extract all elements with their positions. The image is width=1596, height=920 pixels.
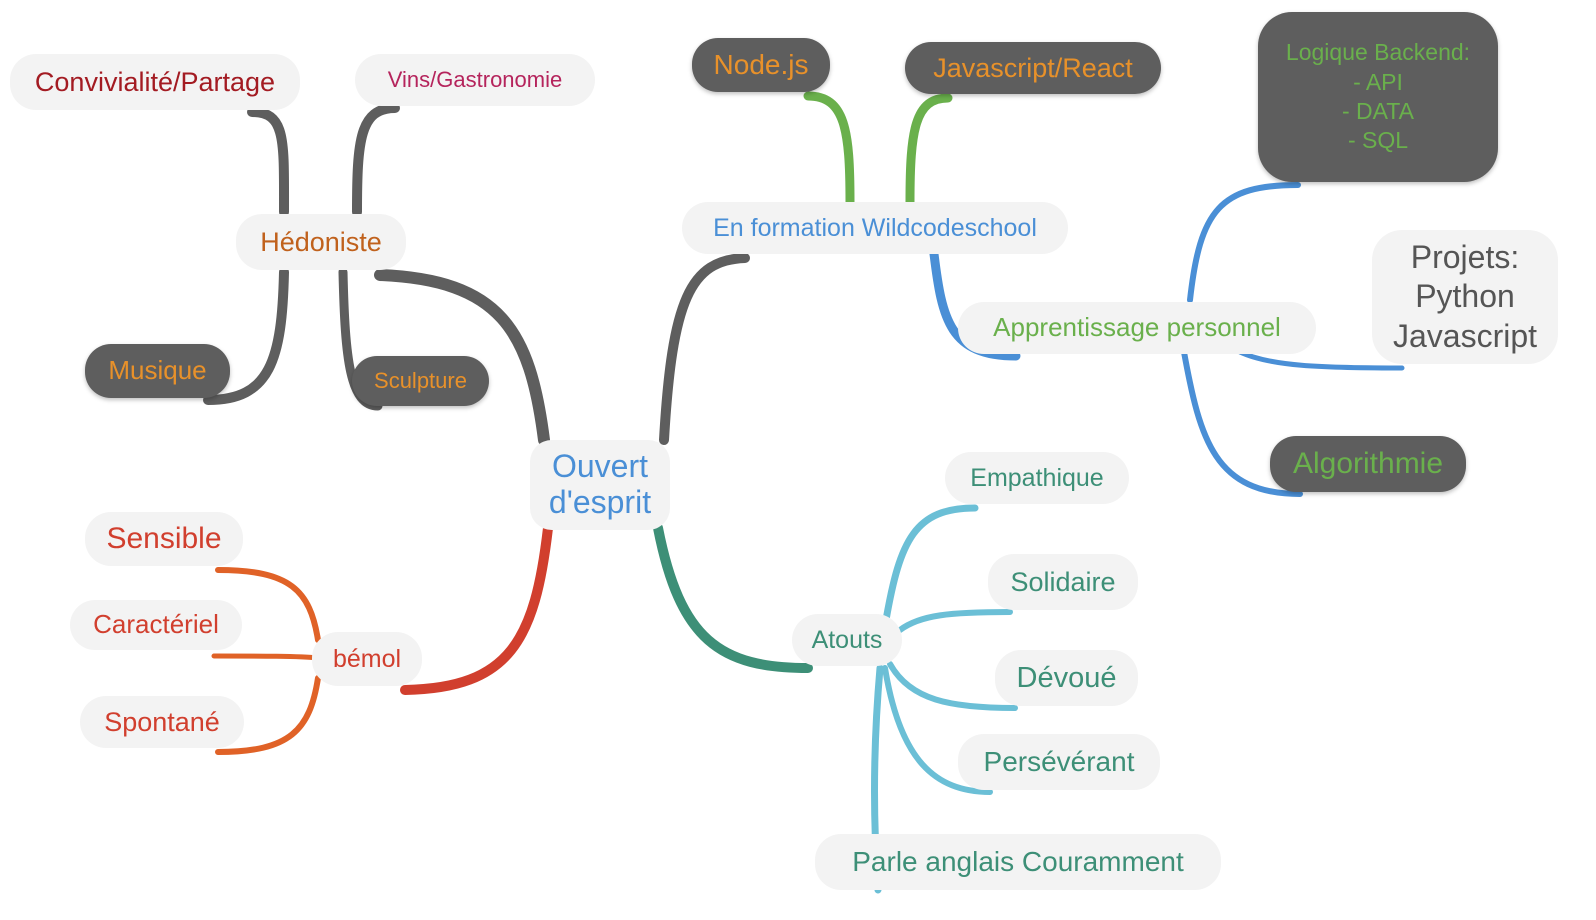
spontane-label: Spontané — [104, 706, 220, 737]
node-perseverant[interactable]: Persévérant — [958, 734, 1160, 790]
node-spontane[interactable]: Spontané — [80, 696, 244, 748]
backend-line-2: - API — [1353, 68, 1403, 95]
atouts-label: Atouts — [811, 626, 883, 654]
anglais-label: Parle anglais Couramment — [852, 846, 1184, 878]
link-hedoniste-vins — [352, 103, 400, 217]
link-center-atouts — [653, 523, 813, 673]
link-bemol-spontane — [215, 675, 321, 755]
link-atouts-empathique — [882, 504, 979, 624]
node-apprentissage-personnel[interactable]: Apprentissage personnel — [958, 302, 1316, 354]
sensible-label: Sensible — [106, 522, 222, 556]
link-bemol-sensible — [215, 567, 321, 643]
node-sculpture[interactable]: Sculpture — [352, 356, 489, 406]
nodejs-label: Node.js — [713, 49, 809, 81]
node-atouts[interactable]: Atouts — [792, 614, 902, 666]
solidaire-label: Solidaire — [1010, 566, 1116, 597]
node-solidaire[interactable]: Solidaire — [988, 554, 1138, 610]
link-formation-nodejs — [803, 91, 855, 207]
node-javascript-react[interactable]: Javascript/React — [905, 42, 1161, 94]
node-empathique[interactable]: Empathique — [945, 452, 1129, 504]
node-parle-anglais[interactable]: Parle anglais Couramment — [815, 834, 1221, 890]
node-devoue[interactable]: Dévoué — [995, 650, 1138, 706]
empathique-label: Empathique — [970, 464, 1104, 492]
backend-line-3: - DATA — [1342, 98, 1414, 124]
link-center-bemol — [400, 523, 553, 695]
convivialite-label: Convivialité/Partage — [34, 66, 276, 97]
algorithmie-label: Algorithmie — [1292, 447, 1444, 481]
link-hedoniste-musique — [203, 267, 289, 405]
link-atouts-devoue — [887, 661, 1018, 711]
link-center-formation — [659, 253, 750, 445]
backend-line-4: - SQL — [1347, 127, 1409, 154]
backend-line-1: Logique Backend: — [1285, 39, 1471, 66]
react-label: Javascript/React — [933, 52, 1133, 83]
node-musique[interactable]: Musique — [85, 344, 230, 398]
node-hedoniste[interactable]: Hédoniste — [236, 214, 406, 270]
center-line-2: d'esprit — [548, 484, 652, 520]
perseverant-label: Persévérant — [983, 746, 1135, 778]
projets-line-2: Python — [1415, 278, 1515, 315]
node-vins-gastronomie[interactable]: Vins/Gastronomie — [355, 54, 595, 106]
caracteriel-label: Caractériel — [93, 609, 219, 640]
link-app-backend — [1187, 182, 1301, 303]
node-algorithmie[interactable]: Algorithmie — [1270, 436, 1466, 492]
node-caracteriel[interactable]: Caractériel — [70, 600, 242, 650]
link-bemol-caracteriel — [211, 653, 321, 661]
link-formation-react — [905, 93, 953, 207]
node-formation-wildcodeschool[interactable]: En formation Wildcodeschool — [682, 202, 1068, 254]
formation-label: En formation Wildcodeschool — [713, 214, 1037, 242]
link-atouts-solidaire — [897, 609, 1013, 633]
node-logique-backend[interactable]: Logique Backend: - API - DATA - SQL — [1258, 12, 1498, 182]
link-app-projets — [1237, 349, 1405, 371]
center-line-1: Ouvert — [551, 448, 649, 485]
musique-label: Musique — [108, 355, 207, 386]
center-node[interactable]: Ouvert d'esprit — [530, 440, 670, 530]
apprentissage-label: Apprentissage personnel — [993, 312, 1281, 343]
devoue-label: Dévoué — [1016, 661, 1117, 694]
hedoniste-label: Hédoniste — [260, 226, 382, 257]
bemol-label: bémol — [332, 645, 402, 673]
link-app-algorithmie — [1181, 349, 1303, 497]
projets-line-3: Javascript — [1392, 317, 1538, 354]
link-atouts-perseverant — [882, 665, 993, 795]
vins-label: Vins/Gastronomie — [387, 66, 563, 92]
node-nodejs[interactable]: Node.js — [692, 38, 830, 92]
node-projets[interactable]: Projets: Python Javascript — [1372, 230, 1558, 364]
node-convivialite[interactable]: Convivialité/Partage — [10, 54, 300, 110]
link-center-hedoniste — [374, 269, 550, 446]
sculpture-label: Sculpture — [374, 367, 467, 393]
link-formation-apprentissage — [929, 249, 1021, 361]
node-bemol[interactable]: bémol — [312, 632, 422, 686]
node-sensible[interactable]: Sensible — [85, 512, 243, 566]
link-hedoniste-convivialite — [247, 107, 290, 217]
projets-line-1: Projets: — [1410, 239, 1520, 276]
